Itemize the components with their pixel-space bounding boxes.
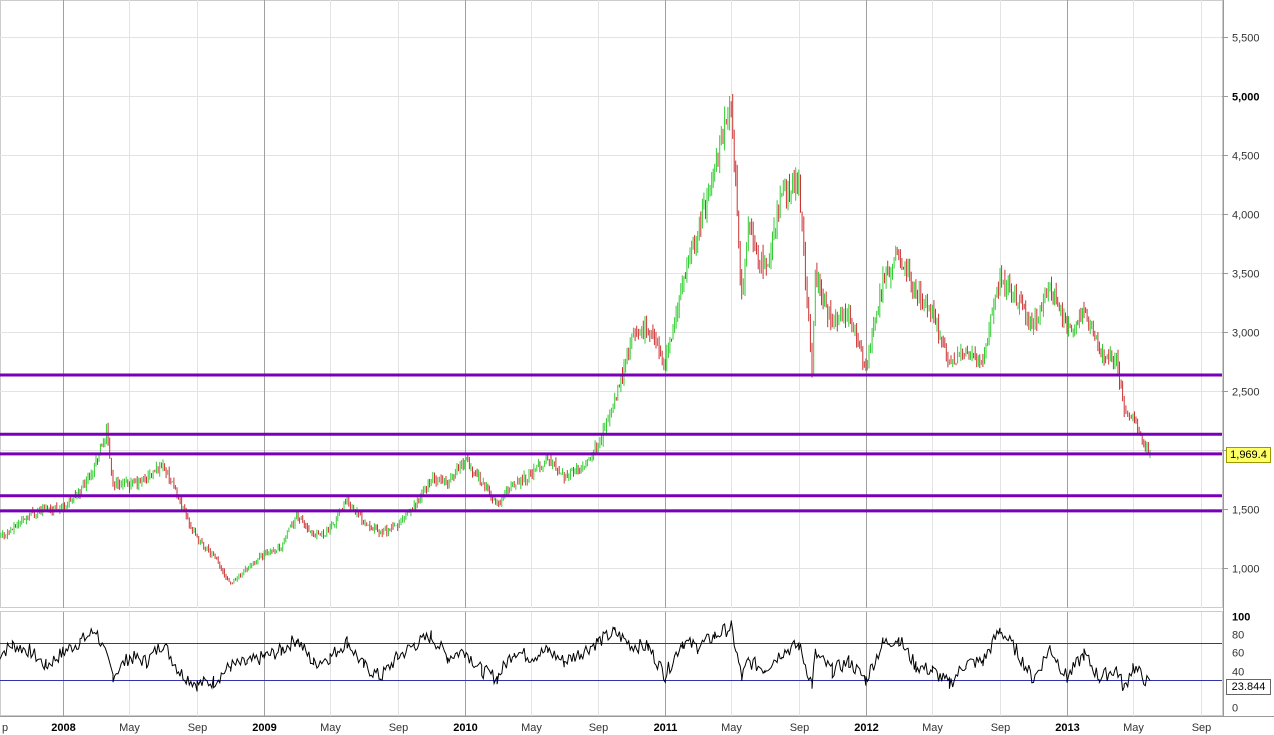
rsi-panel-frame — [0, 611, 1223, 716]
grid-layer — [0, 0, 1274, 717]
x-tick-label: 2011 — [654, 722, 678, 734]
support-lines — [0, 373, 1222, 513]
rsi-tick-label: 40 — [1232, 667, 1244, 679]
x-tick-label: 2008 — [51, 722, 75, 734]
price-tick-label: 5,000 — [1232, 92, 1260, 104]
rsi-tick-label: 100 — [1232, 612, 1250, 624]
x-tick-label: 2009 — [252, 722, 276, 734]
last-rsi-label: 23.844 — [1226, 679, 1271, 695]
x-tick-label: May — [1123, 722, 1144, 734]
x-tick-label: Sep — [790, 722, 810, 734]
price-tick-label: 3,000 — [1232, 328, 1260, 340]
price-panel-frame — [0, 0, 1223, 608]
x-tick-label: Sep — [589, 722, 609, 734]
rsi-series — [0, 620, 1222, 692]
price-tick-label: 4,500 — [1232, 151, 1260, 163]
price-tick-label: 1,500 — [1232, 505, 1260, 517]
x-tick-label: May — [320, 722, 341, 734]
x-tick-label: May — [521, 722, 542, 734]
rsi-tick-label: 0 — [1232, 703, 1238, 715]
x-tick-label: May — [721, 722, 742, 734]
x-tick-label: Sep — [188, 722, 208, 734]
x-tick-label: p — [2, 722, 8, 734]
price-tick-label: 1,000 — [1232, 564, 1260, 576]
x-tick-label: May — [119, 722, 140, 734]
x-tick-label: Sep — [1192, 722, 1212, 734]
x-tick-label: 2013 — [1055, 722, 1079, 734]
x-tick-label: May — [922, 722, 943, 734]
rsi-tick-label: 80 — [1232, 630, 1244, 642]
rsi-tick-label: 60 — [1232, 648, 1244, 660]
price-tick-label: 3,500 — [1232, 269, 1260, 281]
price-tick-label: 2,500 — [1232, 387, 1260, 399]
last-price-label: 1,969.4 — [1226, 447, 1271, 463]
x-tick-label: 2010 — [453, 722, 477, 734]
rsi-line — [0, 620, 1151, 692]
x-tick-label: Sep — [389, 722, 409, 734]
x-tick-label: 2012 — [854, 722, 878, 734]
x-tick-label: Sep — [991, 722, 1011, 734]
price-tick-label: 4,000 — [1232, 210, 1260, 222]
price-tick-label: 5,500 — [1232, 33, 1260, 45]
